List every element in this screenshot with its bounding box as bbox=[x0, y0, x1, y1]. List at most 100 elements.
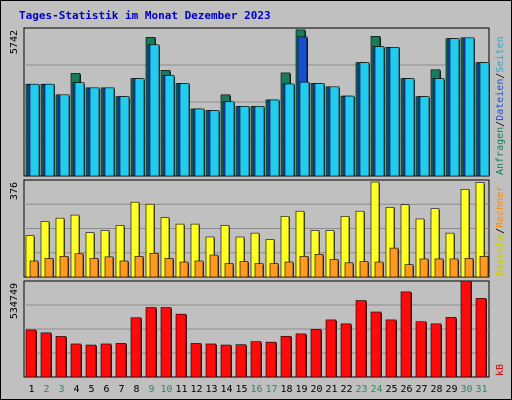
kb-bar bbox=[415, 321, 427, 378]
kb-bar bbox=[25, 329, 37, 378]
rechner-bar bbox=[449, 258, 459, 278]
day-label: 27 bbox=[415, 384, 427, 395]
seiten-bar bbox=[434, 78, 445, 177]
seiten-bar bbox=[299, 81, 310, 177]
day-label: 7 bbox=[118, 384, 124, 395]
rechner-bar bbox=[404, 264, 414, 278]
kb-bar bbox=[115, 343, 127, 378]
kb-bar bbox=[400, 291, 412, 378]
kb-bar bbox=[85, 344, 97, 378]
rechner-bar bbox=[344, 262, 354, 278]
seiten-bar bbox=[374, 46, 385, 177]
day-label: 29 bbox=[445, 384, 457, 395]
seiten-bar bbox=[194, 108, 205, 177]
kb-bar bbox=[220, 344, 232, 378]
rechner-bar bbox=[389, 247, 399, 278]
rechner-bar bbox=[89, 258, 99, 278]
legend-entry: Rechner bbox=[495, 186, 506, 228]
kb-bar bbox=[130, 317, 142, 378]
seiten-bar bbox=[44, 83, 55, 177]
seiten-bar bbox=[389, 47, 400, 177]
kb-bar bbox=[265, 341, 277, 378]
kb-bar bbox=[235, 344, 247, 378]
kb-bar bbox=[340, 323, 352, 378]
seiten-bar bbox=[149, 44, 160, 177]
kb-bar bbox=[460, 280, 472, 378]
seiten-bar bbox=[314, 83, 325, 177]
day-label: 21 bbox=[325, 384, 337, 395]
seiten-bar bbox=[89, 87, 100, 177]
day-label: 30 bbox=[460, 384, 472, 395]
y-max-label: 534749 bbox=[9, 283, 20, 319]
legend-entry: Anfragen bbox=[495, 127, 506, 175]
day-label: 17 bbox=[265, 384, 277, 395]
rechner-bar bbox=[374, 261, 384, 278]
legend-bottom: kB bbox=[495, 364, 506, 376]
rechner-bar bbox=[29, 260, 39, 278]
kb-bar bbox=[250, 341, 262, 378]
legend-entry: / bbox=[495, 228, 506, 234]
kb-bar bbox=[55, 336, 67, 378]
day-label: 19 bbox=[295, 384, 307, 395]
seiten-bar bbox=[344, 95, 355, 177]
day-label: 3 bbox=[58, 384, 64, 395]
seiten-bar bbox=[449, 38, 460, 177]
kb-bar bbox=[145, 307, 157, 378]
kb-bar bbox=[40, 332, 52, 378]
kb-bar bbox=[325, 319, 337, 378]
kb-bar bbox=[385, 319, 397, 378]
legend-entry: / bbox=[495, 73, 506, 79]
rechner-bar bbox=[434, 258, 444, 278]
kb-bar bbox=[190, 343, 202, 378]
day-label: 15 bbox=[235, 384, 247, 395]
kb-bar bbox=[70, 343, 82, 378]
seiten-bar bbox=[164, 75, 175, 177]
day-label: 9 bbox=[148, 384, 154, 395]
seiten-bar bbox=[284, 83, 295, 177]
day-label: 28 bbox=[430, 384, 442, 395]
legend-entry: kB bbox=[495, 364, 506, 376]
rechner-bar bbox=[179, 261, 189, 278]
day-label: 31 bbox=[475, 384, 487, 395]
legend-top: Anfragen/Dateien/Seiten bbox=[495, 36, 506, 175]
rechner-bar bbox=[119, 260, 129, 278]
kb-bar bbox=[160, 307, 172, 378]
day-label: 24 bbox=[370, 384, 382, 395]
legend-entry: / bbox=[495, 121, 506, 127]
kb-bar bbox=[205, 343, 217, 378]
day-label: 23 bbox=[355, 384, 367, 395]
day-label: 12 bbox=[190, 384, 202, 395]
day-label: 10 bbox=[160, 384, 172, 395]
rechner-bar bbox=[359, 261, 369, 278]
seiten-bar bbox=[419, 96, 430, 177]
seiten-bar bbox=[464, 37, 475, 177]
y-max-label: 376 bbox=[9, 182, 20, 200]
kb-bar bbox=[175, 313, 187, 378]
legend-entry: Besuche bbox=[495, 234, 506, 276]
rechner-bar bbox=[104, 256, 114, 278]
day-label: 11 bbox=[175, 384, 187, 395]
seiten-bar bbox=[239, 106, 250, 177]
day-label: 13 bbox=[205, 384, 217, 395]
kb-bar bbox=[100, 343, 112, 378]
day-label: 5 bbox=[88, 384, 94, 395]
day-label: 20 bbox=[310, 384, 322, 395]
day-label: 26 bbox=[400, 384, 412, 395]
day-label: 6 bbox=[103, 384, 109, 395]
rechner-bar bbox=[239, 261, 249, 278]
seiten-bar bbox=[29, 83, 40, 177]
seiten-bar bbox=[209, 110, 220, 177]
seiten-bar bbox=[359, 62, 370, 177]
rechner-bar bbox=[269, 263, 279, 278]
day-label: 1 bbox=[28, 384, 34, 395]
rechner-bar bbox=[299, 256, 309, 278]
legend-entry: Seiten bbox=[495, 36, 506, 72]
rechner-bar bbox=[284, 261, 294, 278]
kb-bar bbox=[355, 300, 367, 378]
day-label: 25 bbox=[385, 384, 397, 395]
y-max-label: 5742 bbox=[9, 30, 20, 54]
day-label: 14 bbox=[220, 384, 232, 395]
rechner-bar bbox=[59, 256, 69, 278]
seiten-bar bbox=[329, 86, 340, 177]
